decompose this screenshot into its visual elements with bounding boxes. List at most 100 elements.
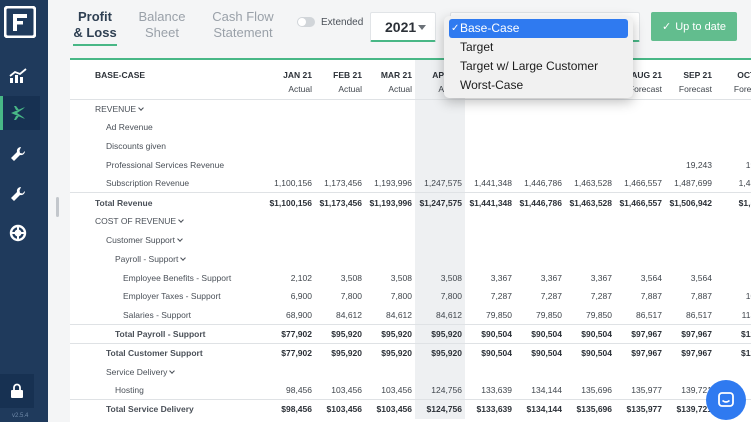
cell-value[interactable] — [315, 231, 365, 250]
cell-value[interactable] — [415, 99, 465, 118]
cell-value[interactable]: 68,900 — [286, 309, 312, 320]
cell-value[interactable]: 7,287 — [590, 291, 612, 302]
cell-value[interactable] — [515, 362, 565, 381]
cell-value[interactable] — [365, 212, 415, 231]
cell-value[interactable]: $95,920 — [365, 342, 415, 363]
cell-value[interactable]: 79,850 — [486, 309, 512, 320]
cell-value[interactable] — [565, 249, 615, 268]
scroll-handle[interactable] — [56, 197, 59, 217]
cell-value[interactable]: $77,902 — [265, 342, 315, 363]
cell-value[interactable]: $1,173,456 — [315, 192, 365, 212]
cell-value[interactable] — [465, 155, 515, 174]
cell-value[interactable] — [415, 211, 465, 231]
cell-value[interactable]: 1,488,3 — [738, 178, 751, 189]
cell-value[interactable] — [715, 99, 751, 118]
cell-value[interactable] — [615, 362, 665, 381]
cell-value[interactable]: 3,508 — [415, 268, 465, 287]
cell-value[interactable] — [415, 117, 465, 137]
cell-value[interactable] — [565, 212, 615, 231]
cell-value[interactable]: $1,506,942 — [665, 192, 715, 212]
cell-value[interactable]: 1,247,575 — [415, 174, 465, 193]
cell-value[interactable]: 113,18 — [741, 309, 751, 320]
cell-value[interactable] — [365, 362, 415, 381]
chevron-down-icon[interactable] — [178, 217, 184, 224]
cell-value[interactable] — [465, 99, 515, 118]
cell-value[interactable]: $139,721 — [665, 399, 715, 419]
scenario-option[interactable]: Target — [444, 38, 633, 57]
cell-value[interactable] — [265, 118, 315, 137]
cell-value[interactable]: 86,517 — [636, 309, 662, 320]
cell-value[interactable]: 7,287 — [490, 291, 512, 302]
row-label[interactable]: REVENUE — [70, 99, 265, 118]
cell-value[interactable]: 3,564 — [690, 272, 712, 283]
cell-value[interactable] — [665, 118, 715, 137]
wrench-icon[interactable] — [6, 182, 30, 206]
cell-value[interactable] — [465, 118, 515, 137]
cell-value[interactable] — [315, 212, 365, 231]
cell-value[interactable]: $1,466,557 — [615, 192, 665, 212]
cell-value[interactable]: 84,612 — [386, 309, 412, 320]
cell-value[interactable]: $1,507, — [715, 192, 751, 212]
cell-value[interactable]: 3,508 — [340, 272, 362, 283]
cell-value[interactable] — [265, 155, 315, 174]
cell-value[interactable]: $103,456 — [315, 399, 365, 419]
cell-value[interactable]: $97,967 — [665, 324, 715, 344]
cell-value[interactable] — [365, 231, 415, 250]
chevron-down-icon[interactable] — [177, 236, 183, 242]
cell-value[interactable] — [315, 118, 365, 137]
cell-value[interactable] — [715, 137, 751, 156]
cell-value[interactable]: 19,243 — [686, 159, 712, 170]
cell-value[interactable]: $133,639 — [465, 399, 515, 419]
cell-value[interactable] — [415, 362, 465, 381]
cell-value[interactable] — [615, 249, 665, 268]
cell-value[interactable] — [715, 118, 751, 137]
cell-value[interactable]: $97,967 — [615, 342, 665, 363]
cell-value[interactable]: $103,456 — [365, 399, 415, 419]
cell-value[interactable]: 7,887 — [640, 291, 662, 302]
cell-value[interactable]: 7,800 — [340, 291, 362, 302]
cell-value[interactable] — [465, 249, 515, 268]
cell-value[interactable]: 7,800 — [390, 291, 412, 302]
row-label[interactable]: Customer Support — [70, 231, 265, 250]
tab-cash-flow[interactable]: Cash Flow Statement — [211, 9, 275, 41]
cell-value[interactable] — [265, 249, 315, 268]
extended-toggle[interactable] — [297, 17, 315, 27]
cell-value[interactable]: $97,967 — [615, 324, 665, 344]
cell-value[interactable] — [365, 155, 415, 174]
cell-value[interactable] — [565, 155, 615, 174]
cell-value[interactable]: 98,456 — [286, 385, 312, 396]
cell-value[interactable] — [415, 136, 465, 156]
cell-value[interactable] — [515, 155, 565, 174]
cell-value[interactable] — [715, 212, 751, 231]
cell-value[interactable] — [615, 231, 665, 250]
cell-value[interactable]: 135,977 — [631, 385, 662, 396]
cell-value[interactable]: $128,4 — [715, 342, 751, 363]
cell-value[interactable] — [565, 231, 615, 250]
cell-value[interactable]: $1,441,348 — [465, 192, 515, 212]
cell-value[interactable] — [515, 99, 565, 118]
cell-value[interactable]: 3,367 — [540, 272, 562, 283]
cell-value[interactable] — [565, 118, 615, 137]
cell-value[interactable]: $77,902 — [265, 324, 315, 344]
cell-value[interactable] — [615, 99, 665, 118]
cell-value[interactable]: 10,48 — [745, 291, 751, 302]
cell-value[interactable] — [615, 155, 665, 174]
chevron-down-icon[interactable] — [138, 104, 144, 111]
cell-value[interactable]: 1,441,348 — [474, 178, 512, 189]
cell-value[interactable]: 103,456 — [381, 385, 412, 396]
row-label[interactable]: Service Delivery — [70, 362, 265, 381]
cell-value[interactable]: $1,463,528 — [565, 192, 615, 212]
cell-value[interactable]: 1,193,996 — [374, 178, 412, 189]
cell-value[interactable] — [565, 362, 615, 381]
cell-value[interactable] — [665, 137, 715, 156]
scenario-option[interactable]: ✓ Base-Case — [449, 19, 628, 38]
cell-value[interactable] — [315, 362, 365, 381]
app-logo-icon[interactable] — [4, 6, 36, 38]
cell-value[interactable]: $1,193,996 — [365, 192, 415, 212]
cell-value[interactable] — [265, 212, 315, 231]
cell-value[interactable]: $95,920 — [365, 324, 415, 344]
cell-value[interactable]: $1,247,575 — [415, 192, 465, 212]
cell-value[interactable] — [465, 137, 515, 156]
cell-value[interactable]: $95,920 — [415, 342, 465, 363]
cell-value[interactable] — [565, 137, 615, 156]
